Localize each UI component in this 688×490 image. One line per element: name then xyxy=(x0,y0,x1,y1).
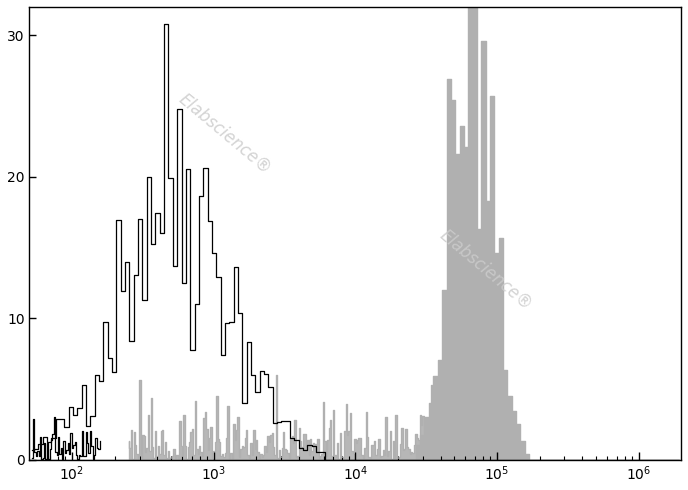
Text: Elabscience®: Elabscience® xyxy=(436,225,535,313)
Text: Elabscience®: Elabscience® xyxy=(175,90,275,177)
